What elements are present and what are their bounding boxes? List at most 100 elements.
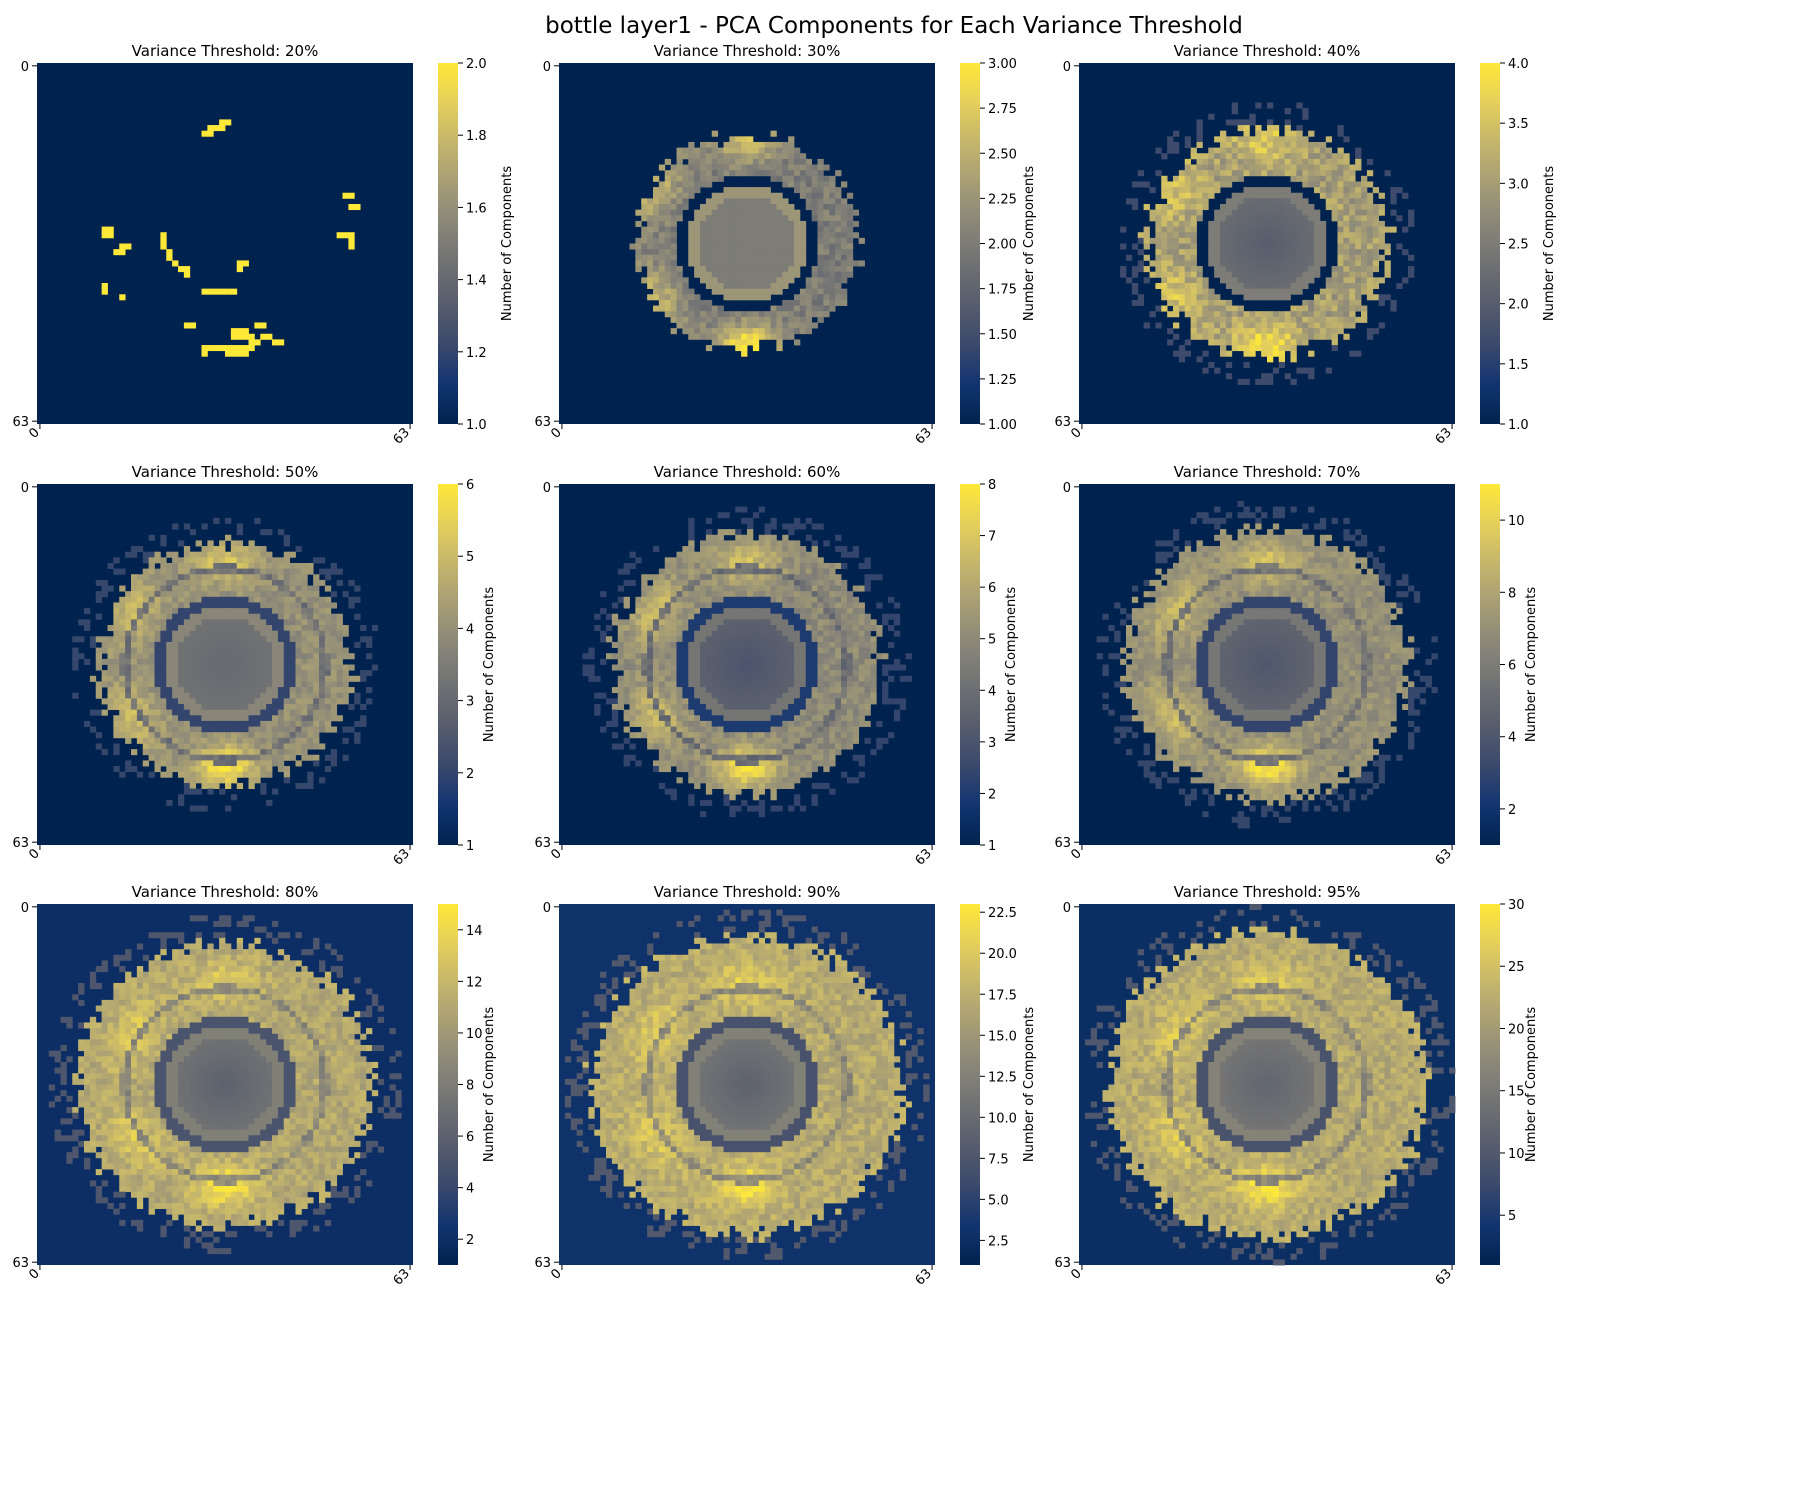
heatmap-cell (1243, 282, 1250, 290)
heatmap-cell (846, 551, 854, 558)
heatmap-cell (248, 664, 255, 671)
heatmap-cell (717, 153, 724, 160)
heatmap-cell (752, 328, 760, 335)
heatmap-cell (195, 703, 202, 711)
heatmap-cell (1390, 192, 1397, 199)
heatmap-cell (635, 237, 642, 244)
heatmap-cell (729, 220, 736, 227)
heatmap-cell (1290, 170, 1297, 177)
heatmap-cell (799, 574, 807, 581)
heatmap-cell (805, 562, 813, 570)
heatmap-cell (225, 681, 232, 688)
heatmap-cell (717, 608, 724, 615)
heatmap-cell (1161, 153, 1168, 160)
heatmap-cell (829, 625, 836, 632)
heatmap-cell (846, 220, 854, 227)
heatmap-cell (113, 675, 120, 682)
heatmap-cell (723, 579, 730, 586)
heatmap-cell (711, 322, 719, 329)
heatmap-cell (1302, 299, 1309, 306)
heatmap-cell (324, 664, 332, 671)
heatmap-cell (799, 288, 807, 295)
heatmap-cell (277, 681, 285, 688)
heatmap-cell (230, 625, 238, 632)
heatmap-cell (254, 562, 261, 570)
heatmap-cell (213, 664, 220, 671)
heatmap-cell (195, 625, 202, 632)
heatmap-cell (1161, 271, 1168, 278)
heatmap-cell (747, 568, 754, 575)
heatmap-cell (747, 266, 754, 273)
heatmap-cell (1208, 339, 1215, 346)
heatmap-cell (1272, 141, 1280, 149)
heatmap-cell (1284, 339, 1291, 346)
heatmap-cell (1261, 243, 1268, 250)
heatmap-cell (1396, 282, 1403, 290)
heatmap-cell (195, 760, 202, 767)
heatmap-cell (623, 658, 630, 665)
heatmap-cell (1155, 147, 1162, 154)
heatmap-cell (764, 579, 771, 586)
heatmap-cell (794, 546, 801, 553)
heatmap-cell (782, 322, 789, 329)
heatmap-cell (1325, 288, 1333, 295)
heatmap-cell (647, 619, 654, 626)
heatmap-cell (711, 664, 719, 671)
heatmap-cell (658, 568, 666, 575)
heatmap-cell (670, 619, 677, 626)
heatmap-cell (113, 568, 120, 575)
heatmap-cell (260, 619, 267, 626)
heatmap-cell (1249, 311, 1256, 318)
heatmap-cell (682, 294, 689, 301)
heatmap-cell (1255, 254, 1262, 261)
heatmap-cell (1225, 282, 1233, 290)
heatmap-cell (794, 636, 801, 643)
heatmap-cell (670, 271, 677, 278)
heatmap-cell (236, 658, 244, 665)
heatmap-cell (172, 568, 179, 575)
heatmap-cell (782, 254, 789, 261)
heatmap-cell (1343, 288, 1350, 295)
heatmap-cell (635, 658, 642, 665)
heatmap-cell (723, 658, 730, 665)
heatmap-cell (125, 726, 132, 733)
heatmap-cell (641, 204, 648, 211)
heatmap-cell (307, 715, 314, 722)
heatmap-cell (1349, 254, 1356, 261)
heatmap-cell (142, 720, 150, 727)
heatmap-cell (1402, 226, 1409, 233)
heatmap-cell (705, 653, 713, 660)
heatmap-cell (653, 175, 660, 182)
heatmap-cell (189, 726, 197, 733)
heatmap-cell (277, 754, 285, 761)
heatmap-cell (1355, 305, 1362, 312)
heatmap-cell (1202, 311, 1209, 318)
heatmap-cell (682, 204, 689, 211)
heatmap-cell (236, 636, 244, 643)
heatmap-cell (342, 692, 349, 699)
heatmap-cell (788, 322, 795, 329)
heatmap-cell (700, 147, 707, 154)
heatmap-cell (131, 602, 138, 609)
colorbar-tick-label: 1.0 (466, 418, 487, 433)
heatmap-cell (782, 147, 789, 154)
heatmap-cell (1178, 254, 1186, 261)
heatmap-cell (1366, 249, 1374, 256)
heatmap-cell (160, 737, 167, 744)
heatmap-cell (717, 249, 724, 256)
heatmap-cell (219, 647, 226, 654)
heatmap-cell (717, 613, 724, 620)
heatmap-cell (788, 147, 795, 154)
heatmap-cell (676, 551, 683, 558)
heatmap-cell (694, 164, 701, 171)
heatmap-cell (864, 641, 871, 648)
heatmap-cell (254, 681, 261, 688)
heatmap-cell (741, 316, 748, 323)
heatmap-cell (1190, 215, 1197, 222)
heatmap-cell (236, 732, 244, 739)
heatmap-cell (682, 647, 689, 654)
heatmap-cell (254, 687, 261, 694)
heatmap-cell (230, 703, 238, 711)
heatmap-cell (201, 130, 208, 137)
heatmap-cell (213, 709, 220, 716)
